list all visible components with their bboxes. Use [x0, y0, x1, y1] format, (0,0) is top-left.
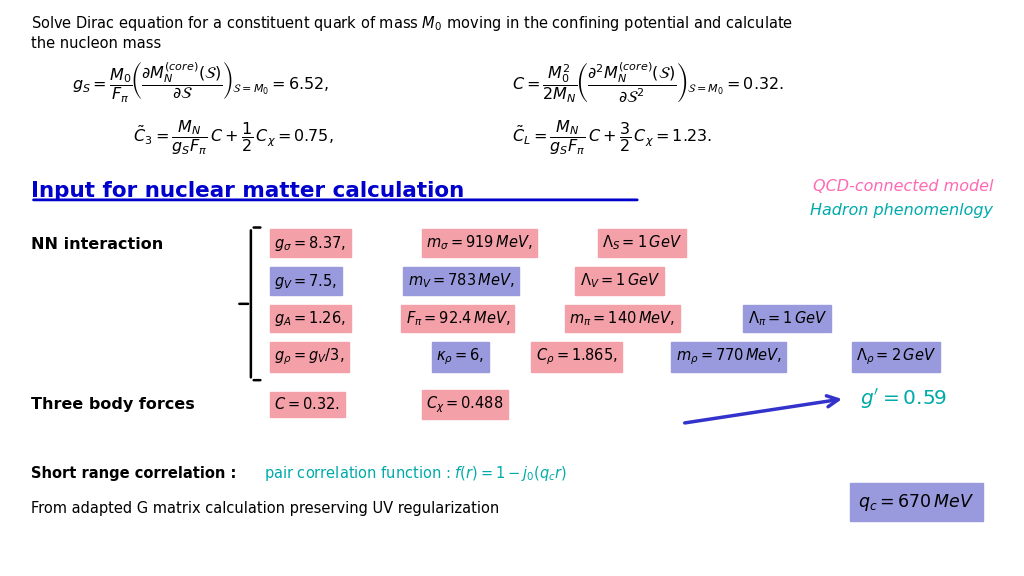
Text: $C_\rho = 1.865,$: $C_\rho = 1.865,$ — [536, 347, 617, 367]
Text: $m_\pi = 140\,MeV,$: $m_\pi = 140\,MeV,$ — [569, 309, 675, 328]
Text: $m_\sigma = 919\,MeV,$: $m_\sigma = 919\,MeV,$ — [426, 234, 532, 252]
Text: the nucleon mass: the nucleon mass — [31, 36, 161, 51]
Text: pair correlation function : $\mathit{f(r) = 1 - j_0(q_c r)}$: pair correlation function : $\mathit{f(r… — [264, 464, 567, 483]
Text: $m_\rho = 770\,MeV,$: $m_\rho = 770\,MeV,$ — [676, 347, 782, 367]
Text: $C = \dfrac{M_0^2}{2M_N}\!\left(\dfrac{\partial^2 M_N^{(core)}(\mathcal{S})}{\pa: $C = \dfrac{M_0^2}{2M_N}\!\left(\dfrac{\… — [512, 60, 784, 105]
Text: Input for nuclear matter calculation: Input for nuclear matter calculation — [31, 181, 464, 202]
Text: $\Lambda_\rho = 2\,GeV$: $\Lambda_\rho = 2\,GeV$ — [856, 347, 936, 367]
Text: $F_\pi = 92.4\,MeV,$: $F_\pi = 92.4\,MeV,$ — [406, 309, 510, 328]
Text: $C_\chi = 0.488$: $C_\chi = 0.488$ — [426, 394, 504, 415]
Text: $q_c = 670\,MeV$: $q_c = 670\,MeV$ — [858, 492, 975, 513]
Text: QCD-connected model: QCD-connected model — [813, 179, 993, 194]
Text: $\Lambda_S = 1\,GeV$: $\Lambda_S = 1\,GeV$ — [602, 234, 682, 252]
Text: Hadron phenomenlogy: Hadron phenomenlogy — [810, 203, 993, 218]
Text: Solve Dirac equation for a constituent quark of mass $M_0$ moving in the confini: Solve Dirac equation for a constituent q… — [31, 14, 793, 33]
Text: $g_S = \dfrac{M_0}{F_\pi}\!\left(\dfrac{\partial M_N^{(core)}(\mathcal{S})}{\par: $g_S = \dfrac{M_0}{F_\pi}\!\left(\dfrac{… — [72, 60, 329, 105]
Text: $m_V = 783\,MeV,$: $m_V = 783\,MeV,$ — [408, 272, 514, 290]
Text: $\mathbf{\mathit{g' = 0.59}}$: $\mathbf{\mathit{g' = 0.59}}$ — [860, 386, 947, 411]
Text: $g_V = 7.5,$: $g_V = 7.5,$ — [274, 272, 338, 290]
Text: $g_A = 1.26,$: $g_A = 1.26,$ — [274, 309, 346, 328]
Text: Short range correlation :: Short range correlation : — [31, 466, 237, 481]
Text: Three body forces: Three body forces — [31, 397, 195, 412]
Text: NN interaction: NN interaction — [31, 237, 163, 252]
Text: $C = 0.32.$: $C = 0.32.$ — [274, 396, 340, 412]
Text: $\tilde{C}_L = \dfrac{M_N}{g_S F_\pi}\, C + \dfrac{3}{2}\, C_\chi = 1.23.$: $\tilde{C}_L = \dfrac{M_N}{g_S F_\pi}\, … — [512, 118, 712, 157]
Text: $g_\rho = g_V/3,$: $g_\rho = g_V/3,$ — [274, 347, 345, 367]
Text: $\Lambda_V = 1\,GeV$: $\Lambda_V = 1\,GeV$ — [580, 272, 660, 290]
Text: $g_\sigma = 8.37,$: $g_\sigma = 8.37,$ — [274, 234, 346, 252]
Text: $\kappa_\rho = 6,$: $\kappa_\rho = 6,$ — [436, 347, 484, 367]
Text: From adapted G matrix calculation preserving UV regularization: From adapted G matrix calculation preser… — [31, 501, 499, 516]
Text: $\Lambda_\pi = 1\,GeV$: $\Lambda_\pi = 1\,GeV$ — [748, 309, 827, 328]
Text: $\tilde{C}_3 = \dfrac{M_N}{g_S F_\pi}\, C + \dfrac{1}{2}\, C_\chi = 0.75,$: $\tilde{C}_3 = \dfrac{M_N}{g_S F_\pi}\, … — [133, 118, 334, 157]
